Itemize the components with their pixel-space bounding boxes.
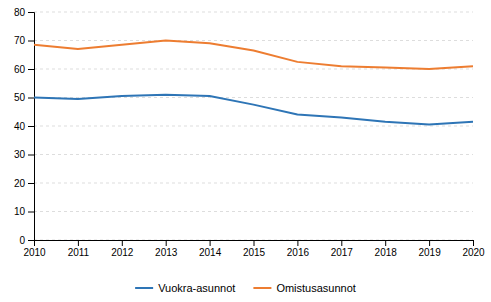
x-tick-mark <box>473 240 474 246</box>
x-tick-mark <box>341 240 342 246</box>
plot: 0102030405060708020102011201220132014201… <box>14 7 485 258</box>
x-tick-label: 2012 <box>111 247 134 258</box>
y-tick-mark <box>28 41 34 42</box>
y-tick: 60 <box>14 64 34 75</box>
x-tick-label: 2016 <box>287 247 310 258</box>
y-tick-mark <box>28 155 34 156</box>
y-tick-label: 20 <box>14 178 26 189</box>
x-tick-label: 2015 <box>243 247 266 258</box>
legend: Vuokra-asunnot Omistusasunnot <box>135 282 356 294</box>
y-tick-mark <box>28 126 34 127</box>
grid-line <box>34 12 473 13</box>
series-group <box>34 41 473 125</box>
x-tick: 2020 <box>462 240 485 258</box>
legend-label: Vuokra-asunnot <box>158 282 235 294</box>
y-axis-line <box>28 13 35 241</box>
x-tick-mark <box>122 240 123 246</box>
x-tick-mark <box>166 240 167 246</box>
series-line <box>34 95 473 125</box>
x-tick-mark <box>34 240 35 246</box>
y-tick-mark <box>28 212 34 213</box>
x-tick-label: 2020 <box>462 247 485 258</box>
grid-line <box>34 183 473 184</box>
y-tick: 0 <box>19 235 34 246</box>
x-axis: 2010 2011 2012 2013 2014 2015 2016 2017 2018 2019… <box>23 240 485 258</box>
x-tick-label: 2010 <box>23 247 46 258</box>
x-tick-label: 2011 <box>68 247 90 258</box>
legend-item: Omistusasunnot <box>253 282 355 294</box>
grid-line <box>34 211 473 212</box>
x-tick: 2010 <box>23 240 46 258</box>
y-tick: 30 <box>14 149 34 160</box>
x-tick: 2017 <box>331 240 354 258</box>
y-tick-label: 60 <box>14 64 26 75</box>
chart: 0102030405060708020102011201220132014201… <box>0 0 491 302</box>
x-tick-label: 2014 <box>199 247 222 258</box>
grid-line <box>34 40 473 41</box>
x-tick: 2012 <box>111 240 134 258</box>
y-tick-label: 70 <box>14 35 26 46</box>
grid-line <box>34 126 473 127</box>
legend-swatch <box>253 287 271 289</box>
y-tick-label: 30 <box>14 149 26 160</box>
y-tick: 80 <box>14 7 34 18</box>
y-tick-mark <box>28 183 34 184</box>
y-tick-label: 50 <box>14 92 26 103</box>
y-tick-mark <box>28 240 34 241</box>
x-tick: 2018 <box>375 240 398 258</box>
x-tick-label: 2019 <box>418 247 441 258</box>
x-tick-mark <box>385 240 386 246</box>
y-tick: 50 <box>14 92 34 103</box>
y-axis: 0 10 20 30 40 50 60 70 80 <box>14 7 35 246</box>
y-tick-label: 40 <box>14 121 26 132</box>
x-tick: 2016 <box>287 240 310 258</box>
legend-label: Omistusasunnot <box>276 282 355 294</box>
grid <box>34 12 473 240</box>
y-tick: 40 <box>14 121 34 132</box>
y-tick: 10 <box>14 206 34 217</box>
x-tick: 2014 <box>199 240 222 258</box>
y-tick-mark <box>28 98 34 99</box>
x-tick-mark <box>429 240 430 246</box>
y-tick-mark <box>28 12 34 13</box>
x-axis-line <box>35 241 474 247</box>
grid-line <box>34 154 473 155</box>
x-tick-label: 2013 <box>155 247 178 258</box>
x-tick: 2011 <box>68 240 90 258</box>
y-tick-label: 0 <box>19 235 25 246</box>
x-tick: 2013 <box>155 240 178 258</box>
y-tick: 20 <box>14 178 34 189</box>
x-tick-mark <box>254 240 255 246</box>
y-tick-label: 80 <box>14 7 26 18</box>
x-tick-mark <box>210 240 211 246</box>
x-tick-label: 2017 <box>331 247 354 258</box>
legend-swatch <box>135 287 153 289</box>
x-tick: 2019 <box>418 240 441 258</box>
x-tick-label: 2018 <box>375 247 398 258</box>
x-tick-mark <box>78 240 79 246</box>
x-tick-mark <box>297 240 298 246</box>
series-line <box>34 41 473 70</box>
y-tick-mark <box>28 69 34 70</box>
x-tick: 2015 <box>243 240 266 258</box>
legend-item: Vuokra-asunnot <box>135 282 235 294</box>
y-tick-label: 10 <box>14 206 26 217</box>
y-tick: 70 <box>14 35 34 46</box>
